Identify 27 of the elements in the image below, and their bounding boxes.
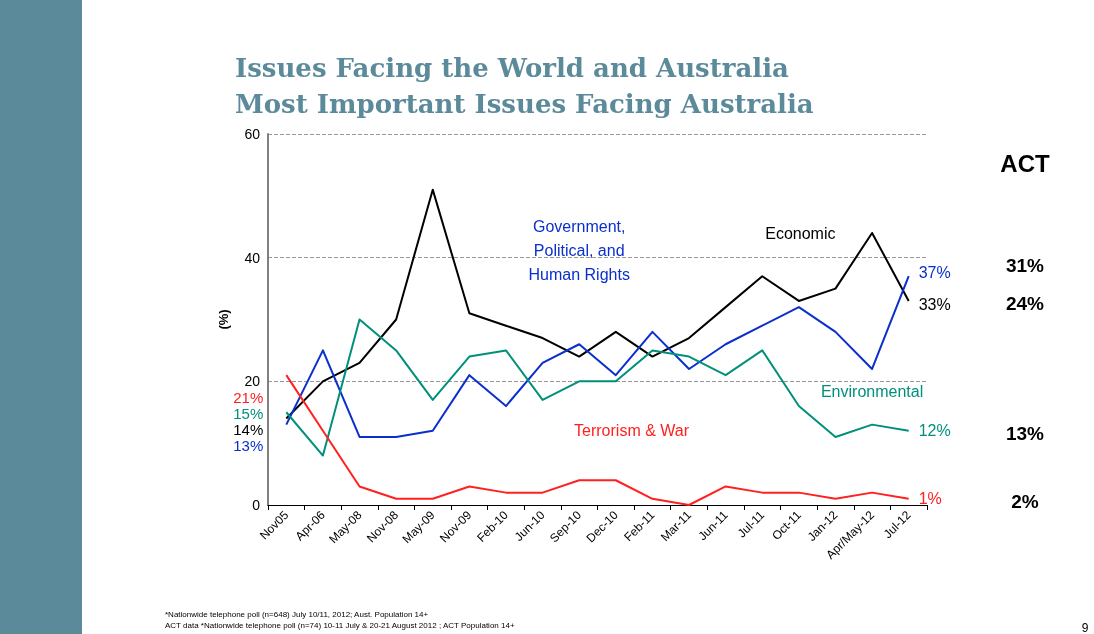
y-tick-label: 20	[244, 373, 261, 390]
text: ACT	[1000, 149, 1050, 177]
data-label: 15%	[233, 404, 264, 422]
text: ACT data *Nationwide telephone poll (n=74) 10-11 July & 20-21 August 2012 ; ACT Population 14+	[165, 620, 515, 630]
chart-title: Issues Facing the World and Australia	[235, 53, 790, 83]
data-label: 21%	[233, 388, 264, 406]
data-label: 13%	[233, 436, 264, 454]
y-tick-label: 40	[244, 249, 261, 266]
data-label: 1%	[918, 490, 942, 508]
text: 13%	[1005, 422, 1045, 444]
data-label: 33%	[918, 296, 951, 314]
text: *Nationwide telephone poll (n=648) July 10/11, 2012; Aust. Population 14+	[165, 609, 429, 619]
text: Terrorism & War	[574, 421, 690, 439]
text: 9	[1081, 621, 1089, 634]
chart-subtitle: Most Important Issues Facing Australia	[235, 89, 814, 119]
data-label: 37%	[918, 263, 951, 281]
text: 31%	[1005, 254, 1045, 276]
data-label: 14%	[233, 420, 264, 438]
text: 2%	[1011, 490, 1039, 512]
text: Government, Political, and Human Rights	[528, 217, 630, 283]
y-tick-label: 60	[244, 126, 261, 142]
text: 24%	[1005, 292, 1045, 314]
series-label: Environmental	[820, 383, 924, 401]
y-tick-label: 0	[252, 497, 261, 513]
series-label: Economic	[765, 225, 836, 243]
data-label: 12%	[918, 422, 951, 440]
y-axis-title: (%)	[216, 309, 231, 330]
